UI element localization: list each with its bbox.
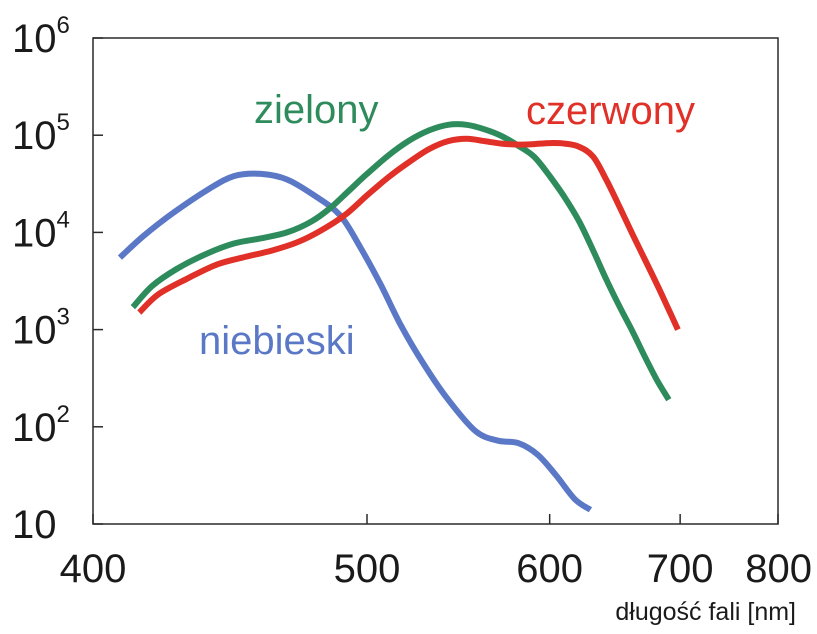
series-label-niebieski: niebieski bbox=[199, 319, 355, 363]
series-label-zielony: zielony bbox=[254, 88, 379, 132]
y-tick-label-5: 106 bbox=[12, 12, 70, 61]
y-tick-label-4: 105 bbox=[12, 109, 70, 158]
y-tick-label-3: 104 bbox=[12, 206, 70, 255]
series-line-czerwony bbox=[137, 135, 681, 331]
x-tick-label-1: 500 bbox=[334, 547, 401, 591]
series-line-niebieski bbox=[117, 170, 593, 513]
x-tick-label-3: 700 bbox=[647, 547, 714, 591]
x-axis-label: długość fali [nm] bbox=[615, 598, 796, 626]
y-tick-label-1: 102 bbox=[12, 401, 70, 450]
series-label-czerwony: czerwony bbox=[526, 89, 695, 133]
y-tick-label-0: 10 bbox=[12, 503, 57, 547]
series-line-zielony bbox=[130, 121, 672, 402]
x-tick-label-2: 600 bbox=[516, 547, 583, 591]
x-tick-label-4: 800 bbox=[745, 547, 812, 591]
x-axis: 400 500 600 700 800 bbox=[60, 514, 812, 591]
series-layer bbox=[117, 121, 681, 513]
y-axis: 10 102 103 104 105 106 bbox=[12, 12, 103, 547]
x-tick-label-0: 400 bbox=[60, 547, 127, 591]
plot-frame bbox=[92, 37, 779, 525]
y-tick-label-2: 103 bbox=[12, 304, 70, 353]
